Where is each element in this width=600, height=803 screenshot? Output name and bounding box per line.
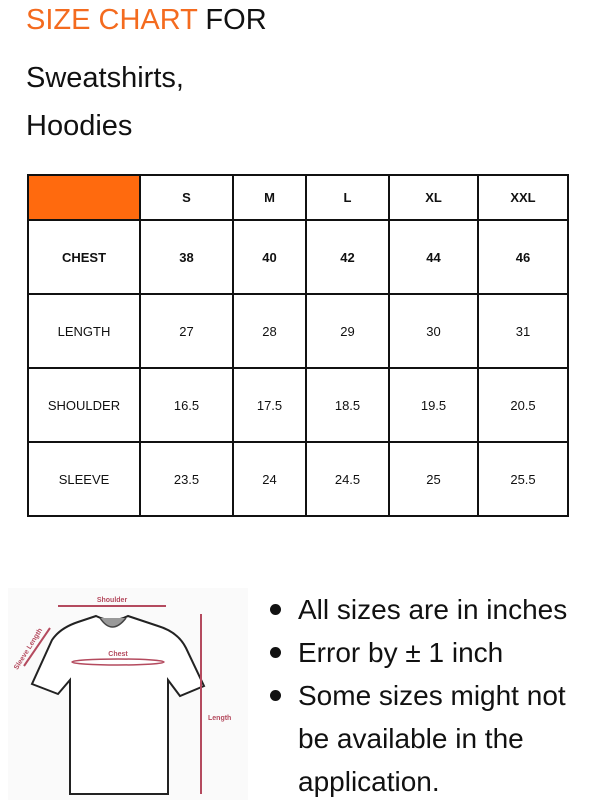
bullet-icon xyxy=(270,604,281,615)
note-text: Some sizes might not be available in the… xyxy=(298,680,566,797)
page-subtitle: Sweatshirts, Hoodies xyxy=(26,54,184,150)
cell: 24 xyxy=(232,441,307,517)
column-header: XXL xyxy=(477,174,569,221)
row-label: SHOULDER xyxy=(27,367,141,443)
notes-list: All sizes are in inches Error by ± 1 inc… xyxy=(268,588,598,803)
title-rest: FOR xyxy=(197,4,267,36)
bullet-icon xyxy=(270,690,281,701)
cell: 44 xyxy=(388,219,479,295)
row-label: CHEST xyxy=(27,219,141,295)
tshirt-measurement-diagram: Shoulder Sleeve Length Chest Length xyxy=(8,588,248,800)
table-row: LENGTH 27 28 29 30 31 xyxy=(27,293,569,369)
cell: 16.5 xyxy=(139,367,234,443)
row-label: LENGTH xyxy=(27,293,141,369)
table-row: SLEEVE 23.5 24 24.5 25 25.5 xyxy=(27,441,569,517)
column-header: XL xyxy=(388,174,479,221)
row-label: SLEEVE xyxy=(27,441,141,517)
cell: 20.5 xyxy=(477,367,569,443)
cell: 25 xyxy=(388,441,479,517)
subtitle-line: Hoodies xyxy=(26,110,133,142)
page-title: SIZE CHART FOR xyxy=(26,2,267,38)
table-row: CHEST 38 40 42 44 46 xyxy=(27,219,569,295)
cell: 40 xyxy=(232,219,307,295)
shoulder-label: Shoulder xyxy=(97,597,128,604)
cell: 30 xyxy=(388,293,479,369)
column-header: M xyxy=(232,174,307,221)
cell: 18.5 xyxy=(305,367,390,443)
title-accent: SIZE CHART xyxy=(26,4,198,36)
cell: 31 xyxy=(477,293,569,369)
column-header: S xyxy=(139,174,234,221)
cell: 28 xyxy=(232,293,307,369)
cell: 38 xyxy=(139,219,234,295)
bullet-icon xyxy=(270,647,281,658)
cell: 23.5 xyxy=(139,441,234,517)
cell: 46 xyxy=(477,219,569,295)
cell: 27 xyxy=(139,293,234,369)
cell: 19.5 xyxy=(388,367,479,443)
note-item: Some sizes might not be available in the… xyxy=(268,674,598,803)
subtitle-line: Sweatshirts, xyxy=(26,62,184,94)
size-chart-table: S M L XL XXL CHEST 38 40 42 44 46 LENGTH… xyxy=(27,174,569,517)
length-label: Length xyxy=(208,715,231,722)
chest-label: Chest xyxy=(108,651,128,658)
table-header-row: S M L XL XXL xyxy=(27,174,569,221)
cell: 25.5 xyxy=(477,441,569,517)
note-item: Error by ± 1 inch xyxy=(268,631,598,674)
cell: 29 xyxy=(305,293,390,369)
note-text: All sizes are in inches xyxy=(298,594,568,625)
column-header: L xyxy=(305,174,390,221)
cell: 42 xyxy=(305,219,390,295)
corner-cell xyxy=(27,174,141,221)
note-item: All sizes are in inches xyxy=(268,588,598,631)
cell: 24.5 xyxy=(305,441,390,517)
table-row: SHOULDER 16.5 17.5 18.5 19.5 20.5 xyxy=(27,367,569,443)
note-text: Error by ± 1 inch xyxy=(298,637,504,668)
cell: 17.5 xyxy=(232,367,307,443)
